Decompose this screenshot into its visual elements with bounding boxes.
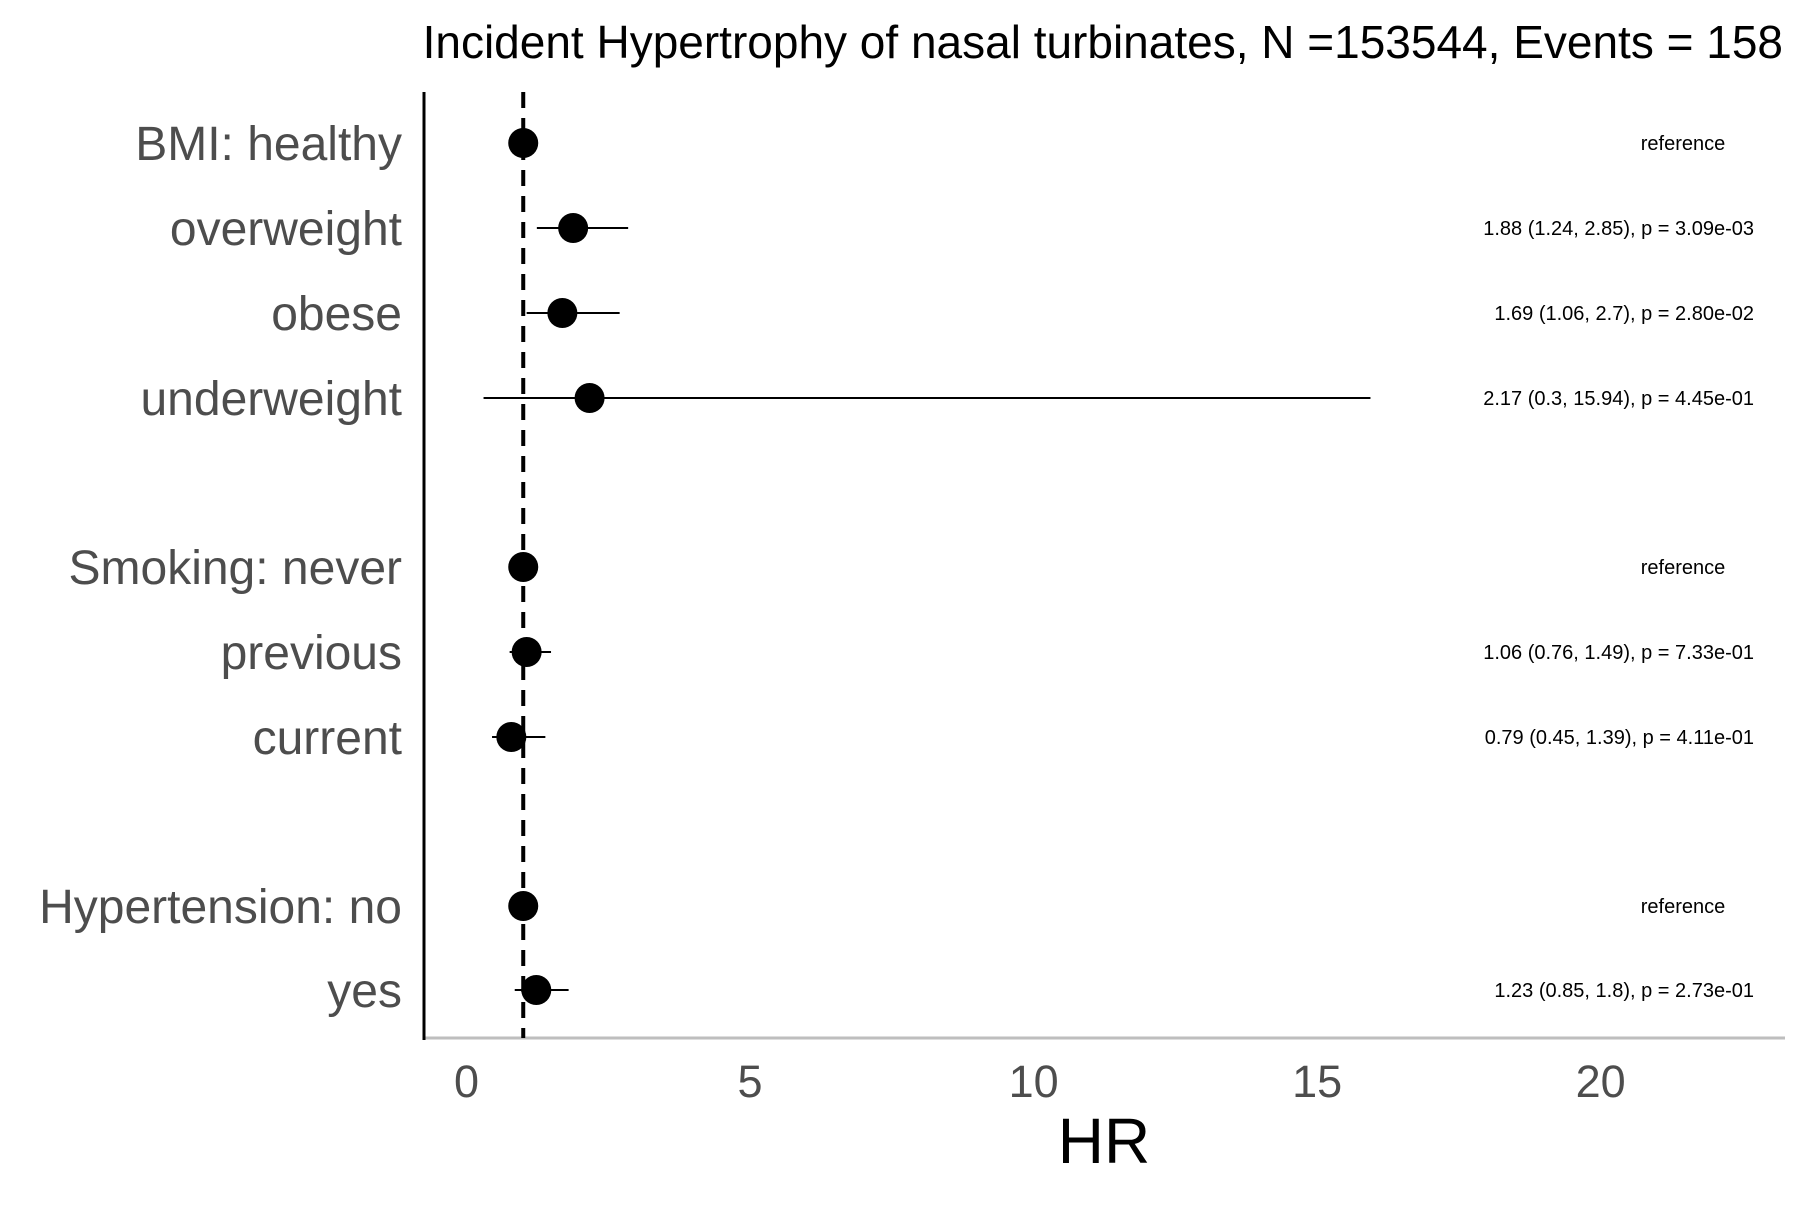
row-label: previous [221,627,402,680]
hr-point [547,298,578,328]
row-annotation: 2.17 (0.3, 15.94), p = 4.45e-01 [1483,388,1754,410]
row-label: underweight [140,373,402,426]
x-tick-label: 10 [1009,1056,1059,1107]
hr-point [521,975,552,1005]
row-annotation: 1.88 (1.24, 2.85), p = 3.09e-03 [1483,218,1754,240]
row-label: obese [271,288,402,341]
chart-title: Incident Hypertrophy of nasal turbinates… [423,16,1783,68]
row-label: BMI: healthy [135,118,402,171]
x-axis-label: HR [1058,1105,1150,1177]
row-label: current [253,712,402,765]
hr-point [558,213,589,243]
x-tick-label: 20 [1576,1056,1626,1107]
row-annotation: 0.79 (0.45, 1.39), p = 4.11e-01 [1485,727,1754,749]
hr-point [508,552,539,582]
hr-point [574,383,605,413]
row-annotation: reference [1641,896,1726,918]
row-annotation: 1.06 (0.76, 1.49), p = 7.33e-01 [1483,642,1754,664]
row-label: Smoking: never [69,542,403,595]
x-tick-label: 0 [454,1056,479,1107]
row-label: Hypertension: no [39,881,402,934]
hr-point [496,722,527,752]
x-tick-label: 5 [738,1056,763,1107]
hr-point [508,128,539,158]
row-annotation: reference [1641,557,1726,579]
row-label: yes [327,965,402,1018]
row-label: overweight [170,203,402,256]
row-annotation: 1.69 (1.06, 2.7), p = 2.80e-02 [1494,303,1754,325]
x-tick-label: 15 [1292,1056,1342,1107]
row-annotation: reference [1641,133,1726,155]
plot-area: 0 5 10 15 20 BMI: healthy reference overweight 1… [39,92,1785,1107]
hr-point [511,637,542,667]
hr-point [508,891,539,921]
row-annotation: 1.23 (0.85, 1.8), p = 2.73e-01 [1494,980,1754,1002]
